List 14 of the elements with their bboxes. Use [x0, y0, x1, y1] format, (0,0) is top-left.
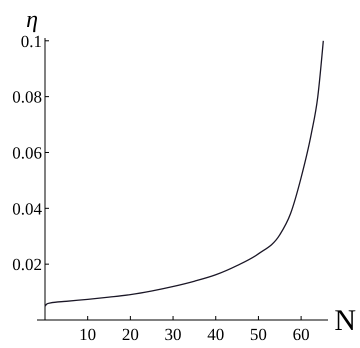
x-tick-label: 10	[79, 325, 96, 344]
y-tick-label: 0.02	[12, 255, 42, 274]
y-tick-label: 0.06	[12, 143, 42, 162]
y-tick-label: 0.04	[12, 199, 42, 218]
y-axis-title: η	[26, 7, 38, 33]
x-tick-label: 40	[207, 325, 224, 344]
line-series	[44, 40, 324, 307]
x-axis-title: N	[334, 304, 356, 337]
x-tick-label: 60	[292, 325, 310, 344]
x-tick-label: 20	[122, 325, 139, 344]
y-tick-label: 0.1	[20, 32, 42, 51]
x-tick-label: 30	[164, 325, 182, 344]
x-tick-label: 50	[250, 325, 267, 344]
y-tick-label: 0.08	[12, 88, 42, 107]
